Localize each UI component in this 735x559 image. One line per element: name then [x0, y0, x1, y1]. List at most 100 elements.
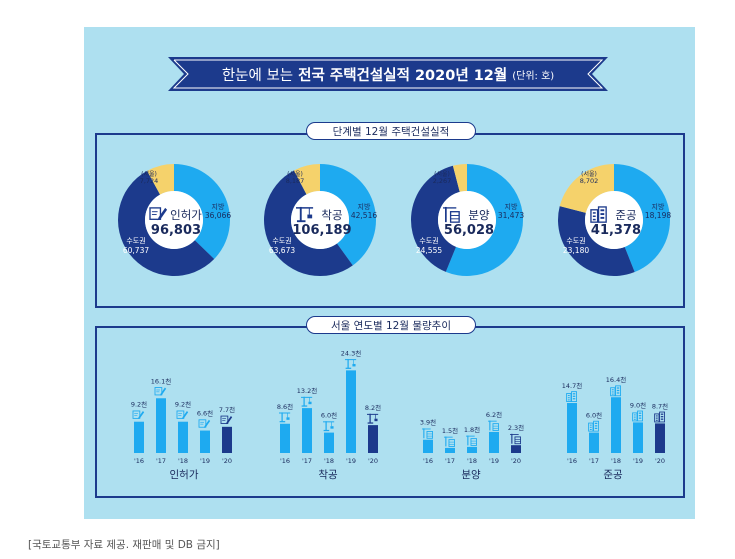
window [660, 413, 664, 415]
pencil-shape [157, 207, 168, 221]
tower-left [632, 412, 638, 422]
bar-year-label: '17 [302, 457, 312, 465]
window [655, 419, 658, 421]
tower-right [615, 385, 621, 397]
window [655, 415, 658, 417]
bar [280, 423, 290, 453]
pencil-paper-icon [154, 387, 167, 396]
bar-year-label: '19 [346, 457, 356, 465]
pencil-paper-icon [198, 419, 211, 428]
donut-center-label: 준공 [615, 208, 636, 222]
donut-center-label: 인허가 [170, 208, 202, 222]
window [638, 412, 642, 414]
bar [302, 408, 312, 453]
pencil-shape [225, 416, 233, 425]
window [600, 216, 605, 219]
bar-value-label: 14.7천 [562, 381, 582, 390]
donut-hole [585, 191, 643, 249]
paper-shape [132, 410, 141, 419]
slice-label-sudogwon-name: 수도권 [126, 237, 145, 245]
building-frame [470, 438, 477, 446]
crane-icon [296, 206, 314, 223]
tower-left [588, 422, 594, 432]
slice-label-jibang-value: 31,473 [498, 211, 524, 220]
bar-year-label: '19 [489, 457, 499, 465]
donut-hole [438, 191, 496, 249]
bar [633, 422, 643, 453]
window [600, 213, 605, 216]
window [633, 414, 636, 416]
donut-slice-sudogwon [264, 170, 353, 276]
donut-center-label: 착공 [321, 208, 342, 222]
crane-load [286, 417, 290, 420]
bar-year-label: '18 [178, 457, 188, 465]
bar [178, 421, 188, 453]
bar-value-label: 1.8천 [464, 425, 480, 434]
slice-label-sudogwon-name: 수도권 [419, 237, 438, 245]
building-frame [449, 211, 460, 223]
crane-load [307, 214, 313, 219]
window [567, 395, 570, 397]
slice-label-seoul-value: 7,724 [140, 177, 159, 185]
bar [655, 423, 665, 453]
building-crane-icon [466, 435, 477, 446]
slice-label-jibang-value: 36,066 [205, 211, 231, 220]
bar-value-label: 9.2천 [175, 400, 191, 409]
crane-icon [279, 412, 291, 423]
slice-label-jibang-name: 지방 [652, 202, 665, 211]
slice-label-jibang-value: 42,516 [351, 211, 377, 220]
slice-label-sudogwon-value: 60,737 [123, 246, 149, 255]
window [616, 387, 620, 389]
donut-center-total: 41,378 [591, 223, 641, 238]
bar-value-label: 8.2천 [365, 403, 381, 412]
bar [222, 426, 232, 453]
bar-year-label: '16 [280, 457, 290, 465]
bar [423, 439, 433, 453]
paper-shape [154, 387, 163, 396]
bar-value-label: 3.9천 [420, 418, 436, 427]
crane-load [330, 426, 334, 429]
window [611, 393, 614, 395]
crane-icon [301, 396, 313, 407]
donut-slice-jibang [445, 164, 524, 276]
pencil-paper-icon [176, 410, 189, 420]
bar-year-label: '20 [511, 457, 521, 465]
bar-section-title: 서울 연도별 12월 물량추이 [306, 316, 476, 334]
bar-year-label: '19 [633, 457, 643, 465]
bar-value-label: 1.5천 [442, 426, 458, 435]
donut-hole [145, 191, 203, 249]
apartment-icon [590, 206, 607, 223]
window [616, 389, 620, 392]
bar-year-label: '19 [200, 457, 210, 465]
bar [346, 370, 356, 453]
crane-load [308, 401, 312, 405]
bar [324, 432, 334, 453]
donut-center-total: 96,803 [151, 223, 201, 238]
window [655, 417, 658, 419]
slice-label-jibang-name: 지방 [212, 202, 225, 211]
donut-slice-seoul [147, 164, 174, 195]
pencil-paper-icon [132, 410, 145, 420]
donut-slice-sudogwon [411, 165, 460, 272]
pencil-shape [181, 410, 189, 420]
donut-slice-sudogwon [117, 170, 215, 277]
building-frame [426, 431, 433, 439]
bar-group-label: 준공 [603, 469, 623, 481]
paper-shape [198, 419, 207, 428]
bar-group-label: 인허가 [170, 469, 199, 481]
window [633, 418, 636, 420]
tower-right [637, 410, 643, 422]
tower-right [659, 411, 665, 423]
donut-slice-seoul [293, 164, 320, 195]
bar-year-label: '18 [467, 457, 477, 465]
bar-value-label: 8.7천 [652, 401, 668, 410]
banner-prefix: 한눈에 보는 [221, 67, 294, 84]
bar [368, 425, 378, 453]
slice-label-seoul-value: 2,267 [433, 177, 452, 185]
bar [489, 431, 499, 453]
crane-base [296, 220, 306, 223]
bar-value-label: 9.2천 [131, 400, 147, 409]
apartment-icon [610, 385, 621, 397]
donut-slice-jibang [614, 164, 670, 273]
